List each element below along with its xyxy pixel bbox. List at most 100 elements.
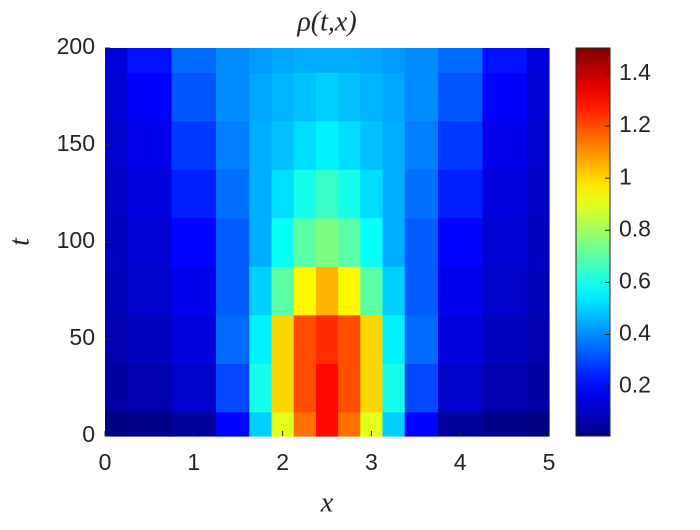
heatmap-cell	[482, 217, 528, 267]
heatmap-cell	[127, 48, 173, 73]
heatmap-cell	[482, 120, 528, 170]
heatmap-cell	[271, 169, 295, 219]
heatmap-cell	[438, 48, 483, 73]
heatmap-cell	[216, 266, 250, 316]
heatmap-cell	[482, 48, 528, 73]
colorbar-tick-label: 1.4	[619, 59, 651, 85]
heatmap-cell	[404, 266, 439, 316]
heatmap-cell	[404, 314, 439, 364]
colorbar-tick-label: 1	[619, 163, 632, 189]
heatmap-cell	[271, 48, 295, 73]
heatmap-cell	[293, 217, 317, 267]
heatmap-cell	[360, 363, 384, 413]
heatmap-cell	[526, 411, 550, 437]
x-tick-label: 4	[454, 449, 467, 475]
heatmap-cell	[127, 266, 173, 316]
heatmap-cell	[315, 411, 339, 437]
heatmap-cell	[293, 314, 317, 364]
heatmap-cell	[171, 217, 217, 267]
heatmap-cell	[216, 169, 250, 219]
heatmap-cell	[293, 266, 317, 316]
heatmap-cell	[404, 169, 439, 219]
heatmap-cell	[105, 48, 128, 73]
heatmap-cell	[127, 314, 173, 364]
heatmap-cell	[482, 314, 528, 364]
heatmap-cell	[249, 314, 273, 364]
heatmap-cell	[249, 217, 273, 267]
heatmap-cell	[271, 314, 295, 364]
heatmap-cell	[105, 363, 128, 413]
y-axis-label: t	[4, 237, 35, 246]
heatmap-cell	[105, 72, 128, 122]
heatmap-cell	[482, 266, 528, 316]
y-tick-label: 50	[69, 324, 95, 350]
heatmap-cell	[526, 120, 550, 170]
heatmap-cell	[249, 120, 273, 170]
heatmap-cell	[360, 48, 384, 73]
heatmap-cell	[338, 217, 361, 267]
colorbar	[575, 47, 611, 437]
heatmap-cell	[171, 363, 217, 413]
colorbar-tick-label: 0.6	[619, 267, 651, 293]
heatmap-cell	[360, 120, 384, 170]
heatmap-cell	[293, 363, 317, 413]
heatmap-cell	[249, 72, 273, 122]
heatmap-cell	[293, 120, 317, 170]
heatmap-cell	[526, 217, 550, 267]
heatmap-cell	[438, 217, 483, 267]
chart-title: ρ(t,x)	[296, 6, 356, 37]
heatmap-cell	[404, 363, 439, 413]
heatmap-cell	[404, 120, 439, 170]
heatmap-cell	[216, 217, 250, 267]
heatmap-cell	[382, 363, 406, 413]
heatmap-cell	[382, 72, 406, 122]
heatmap-cell	[127, 217, 173, 267]
heatmap-cell	[171, 48, 217, 73]
heatmap-cell	[216, 48, 250, 73]
heatmap-cell	[438, 363, 483, 413]
heatmap-cell	[315, 217, 339, 267]
heatmap-cell	[382, 314, 406, 364]
heatmap-cell	[482, 363, 528, 413]
heatmap-cell	[315, 72, 339, 122]
heatmap-cell	[382, 266, 406, 316]
heatmap-cell	[105, 169, 128, 219]
heatmap-cell	[127, 411, 173, 437]
heatmap-cell	[404, 72, 439, 122]
heatmap-cell	[404, 411, 439, 437]
heatmap-cell	[526, 169, 550, 219]
heatmap-cell	[271, 72, 295, 122]
heatmap-cell	[482, 72, 528, 122]
colorbar-tick-label: 0.2	[619, 372, 651, 398]
heatmap-cell	[382, 217, 406, 267]
heatmap-cell	[127, 169, 173, 219]
x-axis-label: x	[320, 487, 334, 518]
heatmap-cell	[526, 48, 550, 73]
heatmap-cell	[404, 48, 439, 73]
y-tick-label: 100	[57, 227, 95, 253]
heatmap-cell	[315, 314, 339, 364]
heatmap-cell	[105, 411, 128, 437]
heatmap-cell	[216, 72, 250, 122]
heatmap-cell	[482, 411, 528, 437]
heatmap-cell	[271, 266, 295, 316]
heatmap-cell	[526, 266, 550, 316]
heatmap-cell	[360, 411, 384, 437]
heatmap-cell	[438, 266, 483, 316]
heatmap-cell	[293, 48, 317, 73]
heatmap-cell	[249, 169, 273, 219]
heatmap-cell	[382, 411, 406, 437]
heatmap-cell	[360, 314, 384, 364]
colorbar-tick-label: 0.8	[619, 215, 651, 241]
heatmap-cell	[171, 120, 217, 170]
heatmap-cell	[293, 169, 317, 219]
heatmap-cell	[127, 120, 173, 170]
heatmap-cell	[315, 363, 339, 413]
colorbar-tick-label: 1.2	[619, 111, 651, 137]
heatmap-cell	[338, 266, 361, 316]
heatmap-cell	[438, 120, 483, 170]
heatmap-cell	[315, 120, 339, 170]
y-tick-label: 150	[57, 130, 95, 156]
colorbar-tick-label: 0.4	[619, 320, 651, 346]
